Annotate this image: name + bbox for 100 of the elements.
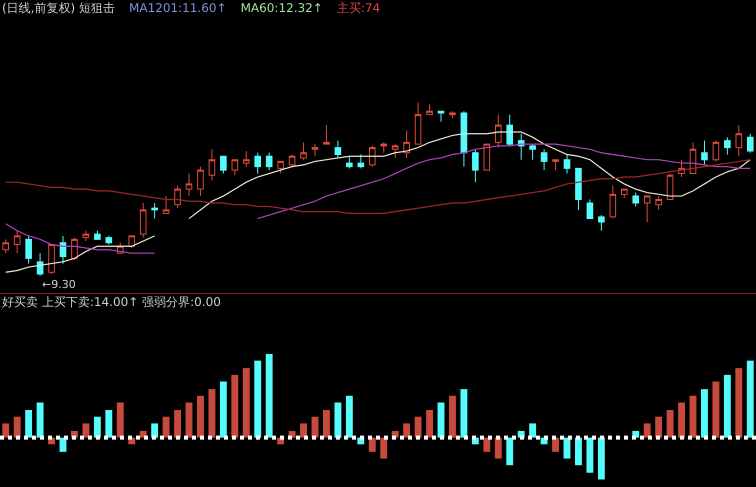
candlestick [358, 154, 364, 169]
candlestick [610, 185, 616, 220]
text: 主买:74 [336, 0, 380, 16]
bar [655, 416, 662, 438]
bar [116, 402, 124, 438]
candlestick [140, 202, 146, 238]
bar [380, 438, 388, 459]
candlestick [632, 192, 640, 207]
candlestick [36, 252, 44, 276]
bar [266, 354, 273, 438]
candlestick [323, 124, 330, 145]
bar [186, 402, 192, 438]
bar [254, 360, 262, 438]
candlestick [438, 110, 444, 122]
bar [575, 438, 582, 466]
candlestick [48, 244, 55, 274]
bar [174, 410, 181, 438]
bar [220, 382, 227, 438]
bar [242, 368, 250, 438]
bar [346, 396, 353, 438]
candlestick [174, 185, 181, 209]
candlestick [564, 154, 570, 174]
candlestick [712, 140, 720, 162]
candlestick [380, 142, 388, 154]
bar [712, 382, 720, 438]
candlestick [254, 152, 262, 174]
bar [403, 423, 410, 438]
bar [506, 438, 514, 466]
candlestick [162, 196, 170, 214]
bar [735, 368, 742, 438]
candlestick [460, 110, 468, 168]
candlestick [701, 140, 708, 166]
candlestick [266, 152, 272, 171]
candlestick [82, 230, 90, 242]
candlestick [277, 160, 284, 174]
candlestick [403, 130, 410, 158]
candlestick [334, 140, 342, 158]
candlestick [746, 133, 754, 154]
candlestick [208, 148, 216, 181]
bar [94, 416, 101, 438]
candlestick [666, 173, 674, 200]
bar [552, 438, 559, 452]
bar [231, 374, 238, 438]
bar [564, 438, 570, 459]
text: MA60:12.32↑ [240, 0, 323, 16]
text: ←9.30 [42, 278, 76, 291]
chart-title: 好买卖 上买下卖:14.00↑ 强弱分界:0.00 [2, 294, 221, 310]
bar [25, 410, 32, 438]
candlestick [220, 156, 227, 174]
candlestick [392, 144, 398, 158]
bar [449, 396, 456, 438]
bar [368, 438, 376, 452]
bar [529, 423, 536, 438]
candlestick [620, 188, 628, 198]
candlestick [736, 124, 742, 157]
candlestick [484, 144, 490, 171]
bar [666, 410, 674, 438]
bar [438, 402, 444, 438]
bar [36, 402, 44, 438]
bar [483, 438, 490, 452]
candlestick [586, 199, 594, 220]
candlestick [300, 142, 307, 160]
candlestick [414, 102, 422, 145]
candlestick [426, 104, 433, 116]
bar [208, 389, 216, 438]
bar [60, 438, 66, 452]
bar [746, 360, 754, 438]
candlestick [449, 110, 456, 119]
candlestick [529, 144, 536, 160]
bar [197, 396, 204, 438]
candlestick [690, 142, 696, 174]
candlestick [186, 173, 192, 197]
candlestick [242, 150, 250, 168]
bar [690, 396, 696, 438]
bar [82, 423, 90, 438]
candlestick [368, 145, 376, 168]
bar [678, 402, 685, 438]
chart-title: (日线,前复权) 短狙击 [2, 0, 115, 16]
candlestick [151, 202, 158, 220]
candlestick [232, 159, 238, 176]
bar [105, 410, 112, 438]
candlestick [655, 196, 662, 210]
bar [414, 416, 422, 438]
bar [323, 410, 330, 438]
candlestick [14, 230, 20, 254]
bar [460, 389, 468, 438]
bar [300, 423, 307, 438]
candlestick [575, 168, 582, 210]
candlestick [312, 144, 318, 157]
bar [586, 438, 594, 473]
bar [312, 416, 318, 438]
candlestick [724, 136, 731, 155]
bar [598, 438, 605, 480]
bar [162, 416, 170, 438]
candlestick [472, 148, 479, 183]
candlestick [494, 114, 502, 148]
candlestick [346, 156, 353, 169]
candlestick [288, 154, 296, 168]
bar [334, 402, 342, 438]
bar [426, 410, 433, 438]
